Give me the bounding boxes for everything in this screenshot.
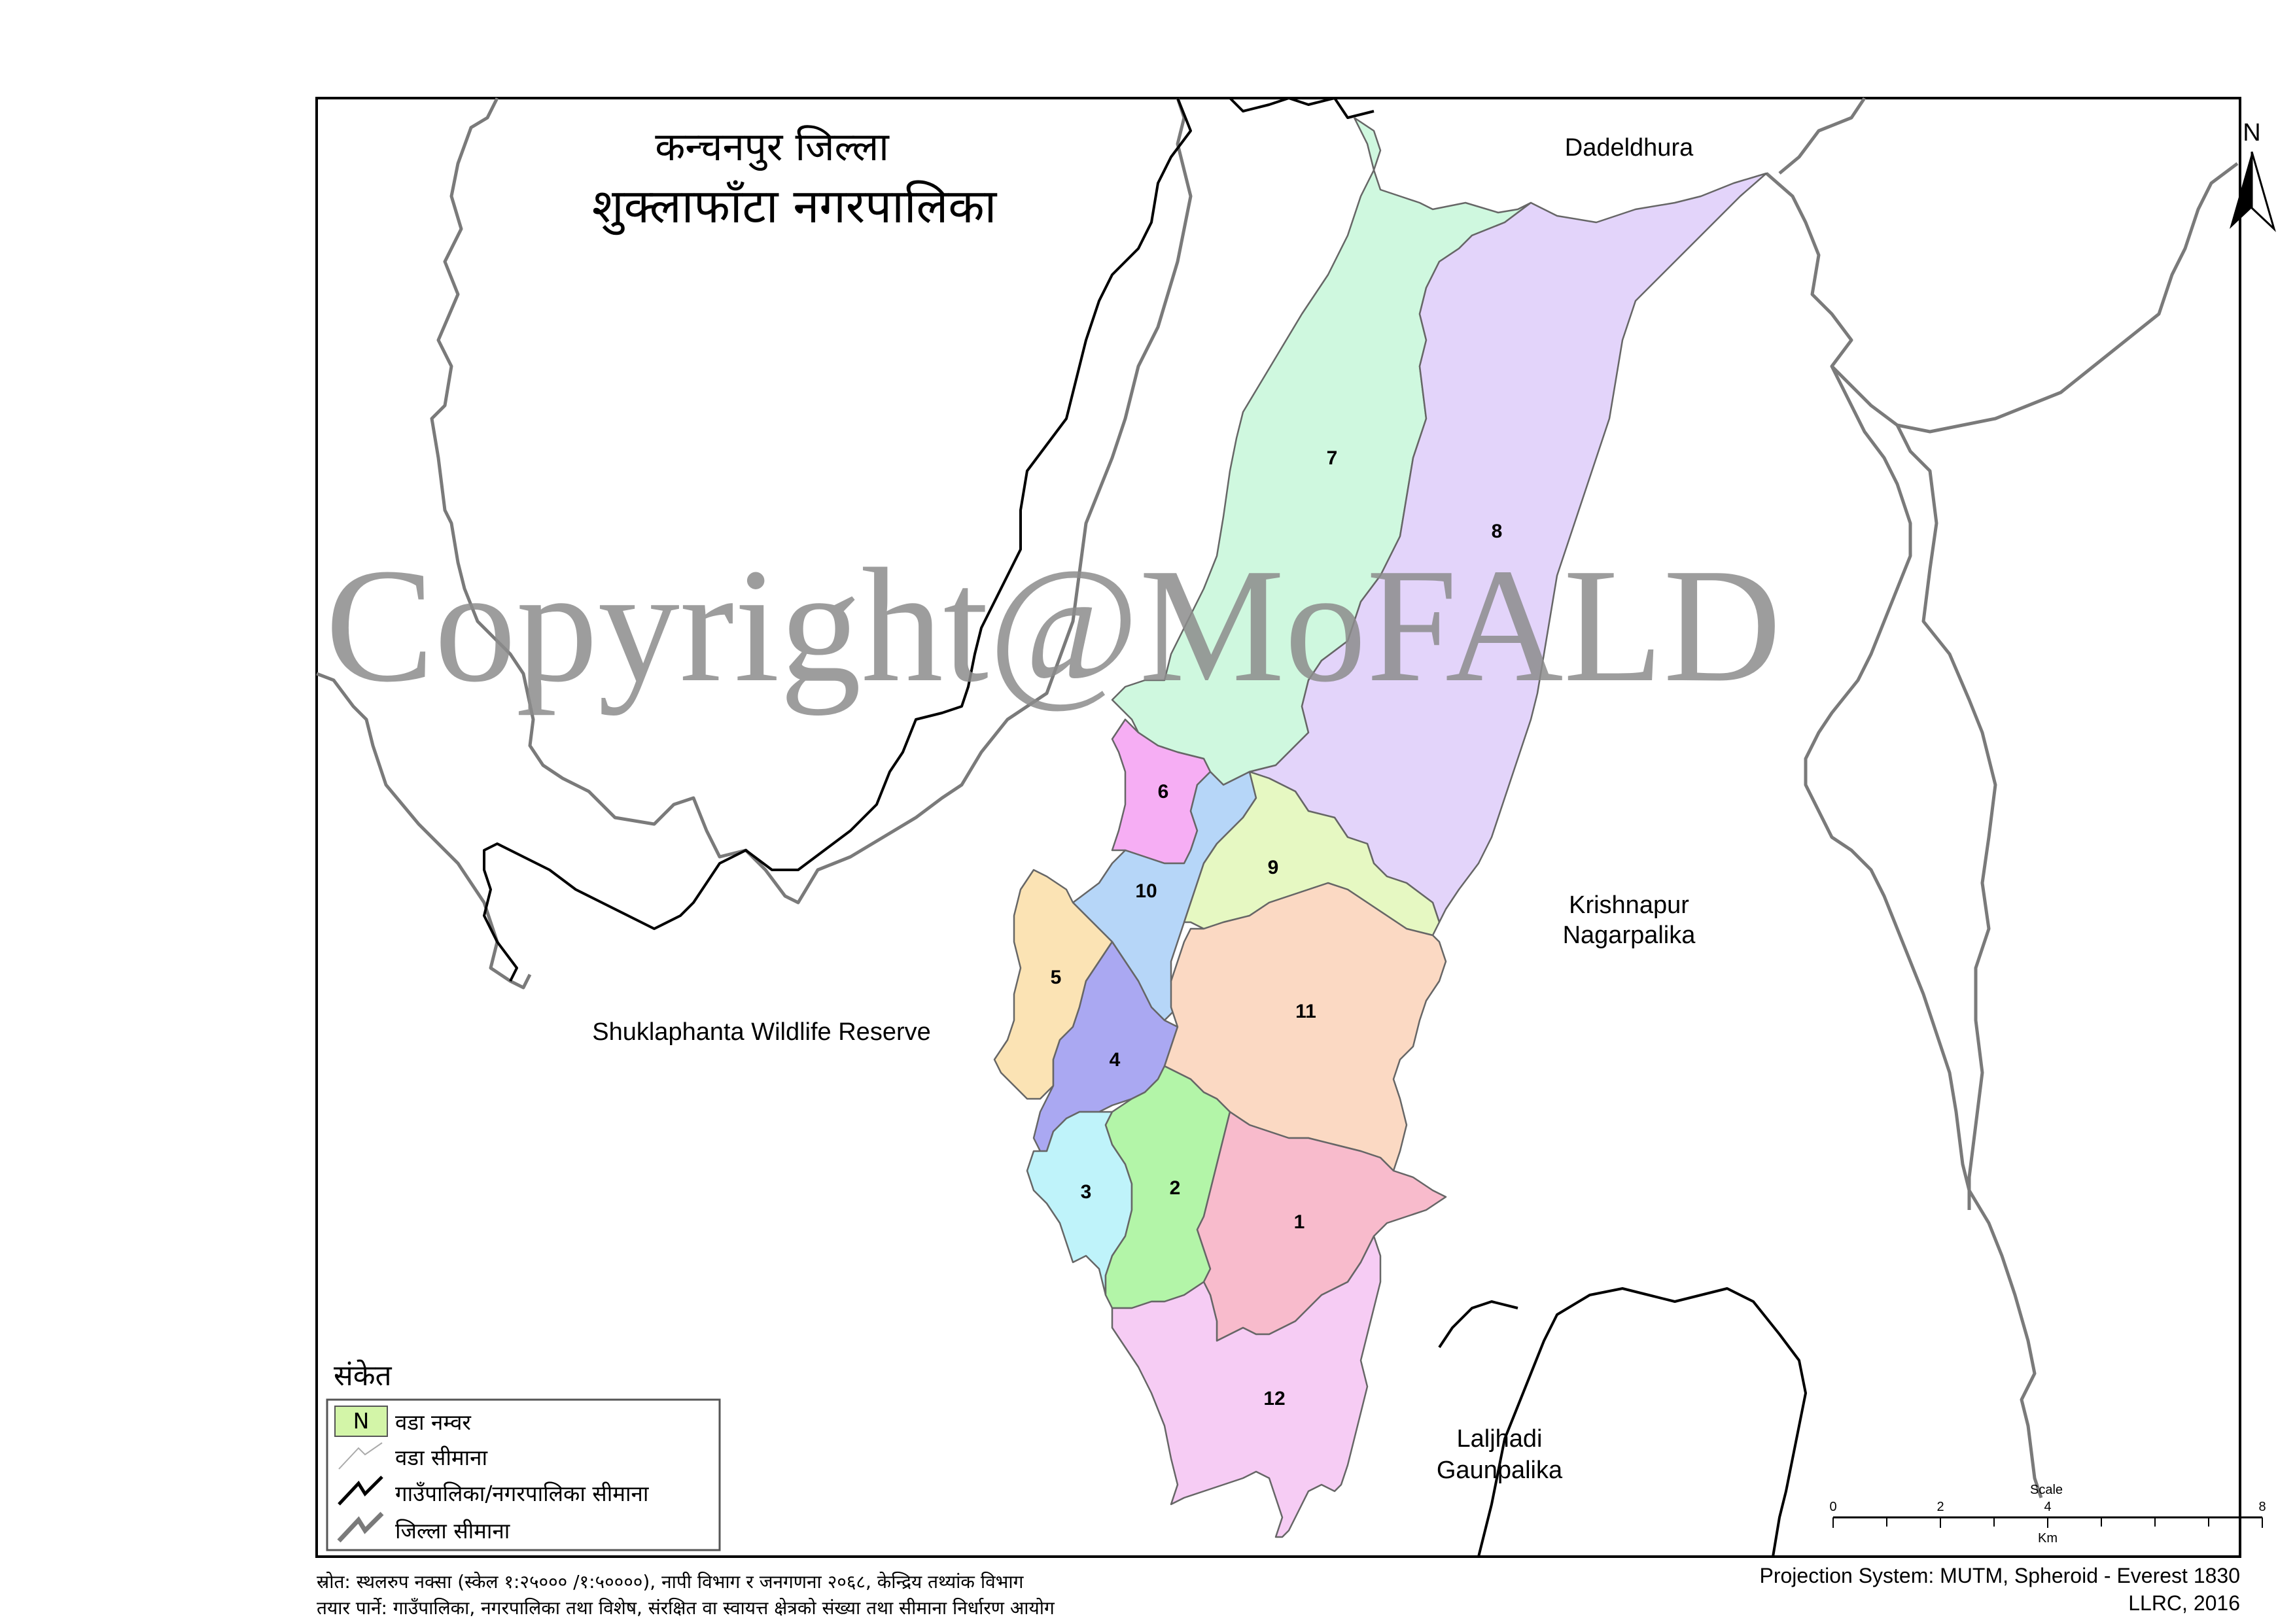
scale-bar: Scale 0 2 4 8 Km [1829,1483,2266,1546]
ward-label-8: 8 [1492,521,1503,542]
north-arrow-right-half [2251,151,2276,232]
north-arrow-icon: N [2230,119,2276,232]
east-inner-boundary [1895,424,1997,1210]
copyright-watermark: Copyright@MoFALD [325,535,1781,716]
legend-title: संकेत [334,1359,393,1392]
legend-item-district-boundary: जिल्ला सीमाना [395,1518,511,1544]
ward-12[interactable] [1111,1235,1382,1538]
footer-projection: Projection System: MUTM, Spheroid - Ever… [1760,1564,2241,1587]
label-laljhadi-1: Laljhadi [1457,1425,1543,1453]
scale-unit: Km [2038,1531,2058,1546]
district-boundaries [316,97,2239,1498]
ward-label-12: 12 [1263,1388,1285,1409]
ward-label-9: 9 [1268,857,1279,878]
ward-label-4: 4 [1110,1049,1121,1071]
district-boundary-line-icon [337,1512,384,1543]
neighbor-labels: Dadeldhura Krishnapur Nagarpalika Shukla… [592,134,1696,1484]
scale-label-8: 8 [2258,1500,2266,1514]
ward-label-5: 5 [1051,967,1062,988]
ward-11[interactable] [1163,882,1447,1172]
legend-ward-symbol: N [353,1408,370,1434]
scale-label-4: 4 [2044,1500,2051,1514]
ward-label-6: 6 [1158,781,1169,803]
reserve-boundary [430,97,1193,905]
footer-credit: LLRC, 2016 [2128,1591,2240,1615]
ward-label-11: 11 [1295,1001,1316,1022]
western-boundary [316,672,532,990]
label-shuklaphanta: Shuklaphanta Wildlife Reserve [592,1018,931,1046]
ward-label-1: 1 [1294,1211,1305,1233]
north-arrow-left-half [2230,152,2252,229]
map-municipality-title: शुक्लाफाँटा नगरपालिका [592,179,998,235]
label-krishnapur-1: Krishnapur [1569,891,1689,919]
ward-label-3: 3 [1081,1181,1092,1203]
label-krishnapur-2: Nagarpalika [1563,922,1696,949]
north-municipal-boundary [1229,97,1375,119]
footer-prepared-by: तयार पार्ने: गाउँपालिका, नगरपालिका तथा व… [317,1597,1055,1619]
ward-label-10: 10 [1135,880,1157,902]
ward-label-2: 2 [1170,1177,1181,1199]
scale-label-0: 0 [1829,1500,1836,1514]
wards [993,116,1768,1538]
legend-item-ward-number: वडा नम्वर [395,1409,471,1435]
legend-item-ward-boundary: वडा सीमाना [395,1445,488,1470]
ward-labels: 7 8 6 9 10 5 11 4 3 2 1 12 [1051,447,1503,1409]
west-municipal-boundary [483,97,1192,982]
ward-boundary-line-icon [338,1442,383,1470]
legend-ward-swatch [334,1406,388,1437]
footer-source: स्रोत: स्थलरुप नक्सा (स्केल १:२५००० /१:५… [317,1571,1025,1593]
map-district-title: कन्चनपुर जिल्ला [655,124,890,171]
laljhadi-boundary [1438,1300,1518,1349]
east-municipal-boundary [1477,1287,1807,1557]
scale-label-2: 2 [1936,1500,1944,1514]
scale-title: Scale [2030,1483,2063,1497]
legend-item-municipal-boundary: गाउँपालिका/नगरपालिका सीमाना [395,1481,650,1506]
legend: संकेत N वडा नम्वर वडा सीमाना गाउँपालिका/… [326,1359,721,1551]
north-label: N [2243,119,2260,147]
legend-box [326,1398,721,1551]
municipal-boundary-line-icon [338,1476,383,1506]
ward-label-7: 7 [1327,447,1338,469]
label-dadeldhura: Dadeldhura [1565,134,1694,162]
northeast-district-boundary [1778,97,2239,434]
municipal-boundaries [483,97,1807,1557]
label-laljhadi-2: Gaunpalika [1437,1457,1563,1484]
